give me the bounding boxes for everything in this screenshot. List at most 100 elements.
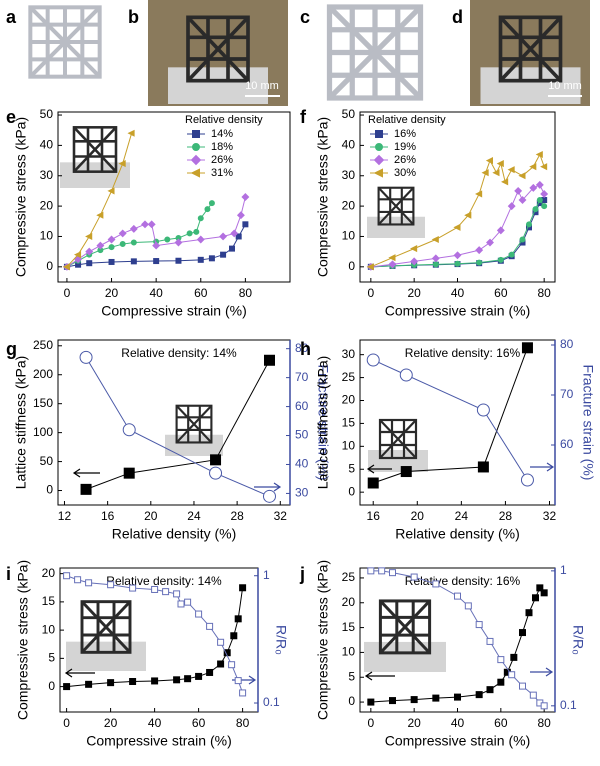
panel-label: d [452, 7, 463, 27]
y-tick-label: 250 [33, 338, 53, 352]
marker [497, 656, 505, 664]
marker [520, 473, 534, 487]
legend-title: Relative density [368, 114, 446, 126]
inset-image [364, 599, 446, 672]
legend-label: 26% [394, 154, 416, 166]
marker [206, 668, 214, 676]
x-tick-label: 28 [230, 509, 244, 523]
marker [492, 169, 500, 177]
marker [174, 238, 183, 247]
marker [123, 467, 135, 479]
x-tick-label: 20 [411, 509, 425, 523]
marker [367, 698, 375, 706]
marker [507, 166, 515, 174]
marker [366, 263, 374, 271]
marker [74, 576, 82, 584]
marker [239, 689, 247, 697]
marker [177, 600, 185, 608]
inset-image [366, 418, 430, 472]
marker [85, 579, 93, 587]
marker [229, 245, 235, 252]
x-tick-label: 16 [367, 509, 381, 523]
marker [152, 241, 161, 250]
y2-tick-label: 1 [560, 563, 567, 577]
marker [217, 638, 225, 646]
y-tick-label: 10 [342, 229, 356, 243]
y-tick-label: 0 [348, 694, 355, 708]
marker [410, 573, 418, 581]
x-tick-label: 80 [537, 716, 551, 730]
marker [496, 160, 504, 168]
marker [190, 168, 200, 178]
marker [514, 186, 523, 195]
panel-label: j [299, 564, 305, 584]
marker [210, 454, 222, 466]
marker [375, 143, 383, 151]
marker [501, 178, 509, 186]
marker [532, 206, 539, 213]
marker [86, 260, 93, 267]
marker [153, 258, 160, 265]
y-tick-label: 10 [40, 229, 54, 243]
marker [107, 235, 116, 244]
marker [130, 258, 137, 265]
marker [184, 675, 192, 683]
marker [234, 615, 242, 623]
marker [220, 251, 227, 258]
series-line [373, 347, 528, 484]
x-tick-label: 24 [187, 509, 201, 523]
marker [85, 247, 94, 256]
marker [373, 154, 385, 166]
marker [486, 238, 494, 247]
marker [79, 350, 93, 364]
y-tick-label: 0 [348, 484, 355, 498]
y-tick-label: 40 [40, 138, 54, 152]
x-axis-label: Compressive strain (%) [101, 303, 246, 319]
marker [519, 682, 526, 690]
y2-tick-label: 0.1 [560, 698, 577, 712]
x-tick-label: 28 [499, 509, 513, 523]
x-tick-label: 20 [407, 716, 421, 730]
marker [108, 258, 115, 265]
marker [236, 211, 245, 220]
marker [127, 129, 135, 137]
axes-box [57, 339, 291, 506]
marker [230, 229, 239, 238]
series-line [373, 359, 528, 481]
marker [486, 686, 494, 694]
legend-label: 19% [394, 141, 416, 153]
marker [432, 261, 439, 268]
marker [85, 232, 93, 241]
legend-label: 18% [211, 141, 233, 153]
marker [119, 241, 126, 248]
y-tick-label: 25 [342, 570, 356, 584]
y-tick-label: 15 [342, 620, 356, 634]
marker [118, 160, 126, 168]
marker [496, 226, 505, 235]
marker [525, 609, 533, 617]
y-tick-label: 5 [48, 651, 55, 665]
marker [477, 461, 489, 473]
y-tick-label: 30 [342, 168, 356, 182]
y-tick-label: 40 [342, 138, 356, 152]
marker [535, 150, 543, 159]
marker [526, 221, 532, 228]
inset-image [165, 404, 223, 456]
marker [400, 466, 412, 478]
panel-label: h [300, 339, 311, 359]
marker [196, 235, 205, 244]
marker [432, 694, 440, 702]
marker [96, 211, 104, 219]
marker [521, 342, 533, 354]
marker [540, 190, 549, 198]
marker [118, 229, 127, 238]
y-tick-label: 20 [342, 198, 356, 212]
y-tick-label: 0 [46, 259, 53, 273]
series-line [66, 575, 244, 694]
x-tick-label: 0 [64, 286, 71, 300]
marker [173, 590, 181, 598]
marker [410, 257, 419, 266]
marker [432, 580, 440, 588]
marker [536, 584, 544, 592]
marker [540, 702, 548, 710]
